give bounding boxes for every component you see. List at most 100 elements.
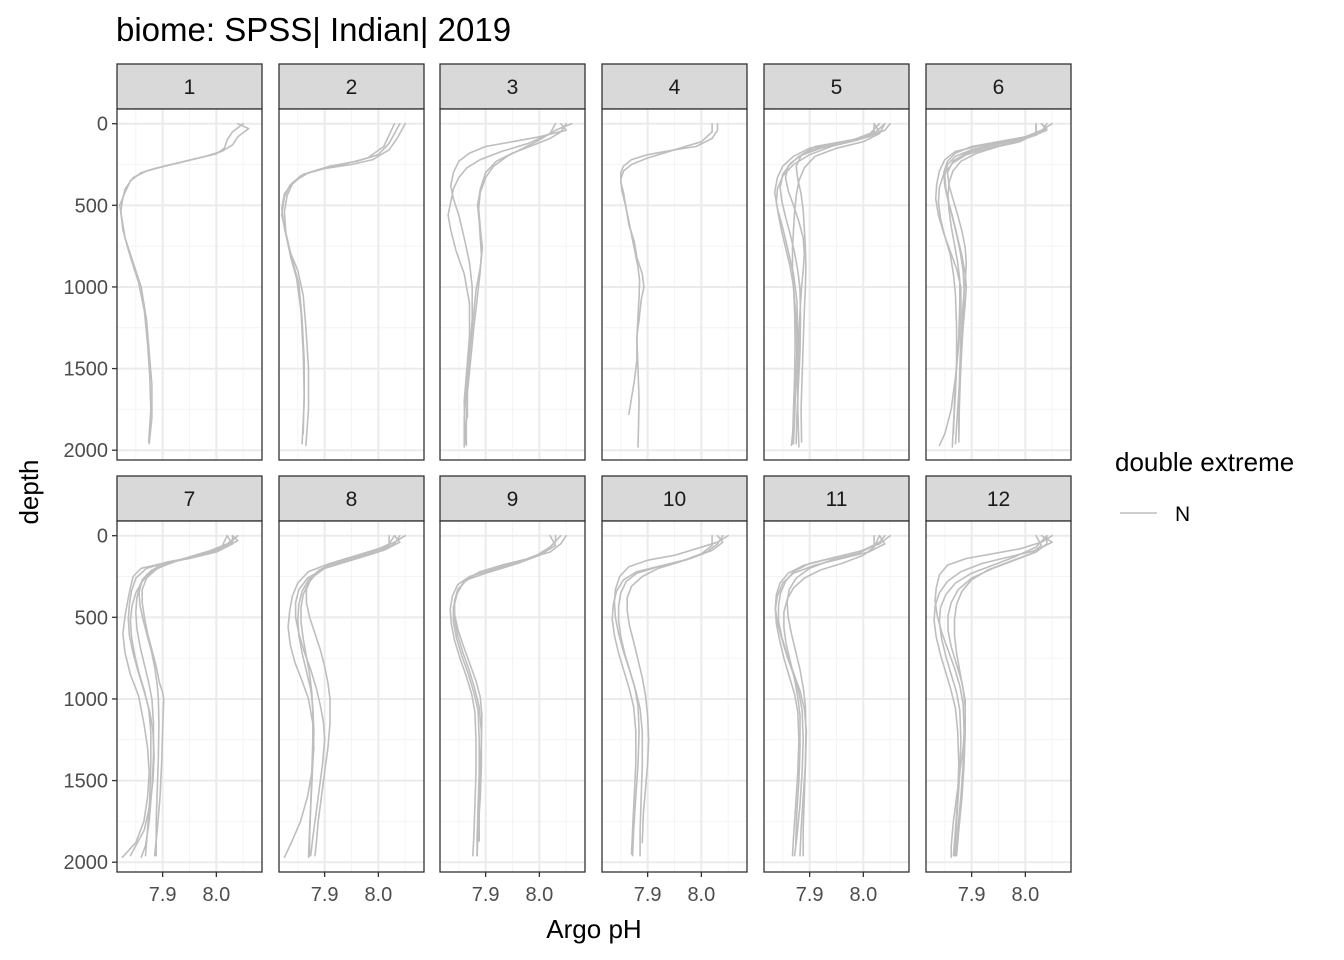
- profile-line: [453, 534, 567, 857]
- facet-panel-4: 4: [601, 63, 748, 461]
- y-tick-label: 500: [75, 607, 108, 629]
- facet-strip: [601, 475, 748, 522]
- profile-line: [300, 534, 396, 857]
- facet-strip-label: 12: [987, 488, 1010, 511]
- facet-strip: [439, 63, 586, 110]
- facet-panel-12: 12: [925, 475, 1072, 873]
- x-tick-label: 8.0: [687, 884, 715, 906]
- facet-strip: [763, 63, 910, 110]
- x-tick-label: 8.0: [364, 884, 392, 906]
- profile-line: [937, 122, 1048, 448]
- y-tick-label: 0: [97, 114, 108, 136]
- facet-strip: [601, 63, 748, 110]
- profile-line: [775, 122, 886, 445]
- facet-panels: 1 2 3 4 5 67 8 9 10 11 12: [116, 63, 1072, 873]
- y-tick-label: 2000: [64, 440, 109, 462]
- profile-line: [129, 534, 239, 857]
- x-tick-label: 7.9: [634, 884, 662, 906]
- facet-panel-1: 1: [116, 63, 263, 461]
- panel-border: [601, 520, 748, 873]
- panel-border: [439, 520, 586, 873]
- profile-line: [791, 122, 886, 445]
- profile-line: [294, 534, 401, 857]
- facet-panel-8: 8: [278, 475, 425, 873]
- profile-line: [135, 534, 239, 859]
- x-tick-label: 8.0: [1011, 884, 1039, 906]
- y-tick-label: 500: [75, 195, 108, 217]
- legend: double extreme N: [1115, 447, 1294, 526]
- x-tick-label: 7.9: [149, 884, 177, 906]
- profile-line: [626, 534, 713, 844]
- y-tick-label: 0: [97, 526, 108, 548]
- profile-line: [774, 534, 886, 857]
- profile-line: [784, 122, 881, 448]
- y-tick-label: 2000: [64, 852, 109, 874]
- facet-strip-label: 1: [184, 76, 196, 99]
- profile-line: [946, 122, 1037, 435]
- profile-line: [953, 534, 1043, 857]
- panel-border: [925, 108, 1072, 461]
- panel-border: [116, 108, 263, 461]
- facet-panel-6: 6: [925, 63, 1072, 461]
- profile-line: [942, 122, 1053, 443]
- legend-label: N: [1175, 503, 1190, 526]
- facet-strip-label: 6: [993, 76, 1005, 99]
- profile-line: [933, 534, 1053, 857]
- profile-line: [783, 534, 881, 847]
- y-axis-title: depth: [14, 459, 44, 524]
- facet-strip: [925, 475, 1072, 522]
- y-axes: 0 500 1000 1500 2000 0 500 1000 1500 2000: [64, 114, 117, 874]
- chart-title: biome: SPSS| Indian| 2019: [116, 11, 511, 48]
- x-tick-label: 7.9: [796, 884, 824, 906]
- facet-strip-label: 3: [507, 76, 519, 99]
- profile-line: [786, 534, 875, 857]
- facet-strip: [925, 63, 1072, 110]
- x-tick-label: 7.9: [472, 884, 500, 906]
- y-tick-label: 1000: [64, 689, 109, 711]
- panel-border: [925, 520, 1072, 873]
- facet-strip: [116, 63, 263, 110]
- facet-panel-7: 7: [116, 475, 263, 873]
- facet-strip-label: 10: [663, 488, 686, 511]
- profile-line: [779, 122, 875, 445]
- panel-border: [601, 108, 748, 461]
- x-axis-title: Argo pH: [546, 914, 641, 944]
- panel-border: [439, 108, 586, 461]
- facet-strip-label: 7: [184, 488, 196, 511]
- facet-strip: [278, 475, 425, 522]
- x-tick-label: 8.0: [202, 884, 230, 906]
- panel-border: [278, 520, 425, 873]
- profile-line: [120, 122, 244, 443]
- facet-strip-label: 4: [669, 76, 681, 99]
- facet-strip-label: 11: [826, 488, 848, 511]
- facet-panel-9: 9: [439, 475, 586, 873]
- facet-strip-label: 2: [346, 76, 358, 99]
- y-tick-label: 1500: [64, 359, 109, 381]
- panel-border: [116, 520, 263, 873]
- legend-title: double extreme: [1115, 447, 1294, 477]
- profile-line: [620, 122, 713, 448]
- profile-line: [453, 534, 562, 842]
- y-tick-label: 1500: [64, 771, 109, 793]
- facet-panel-5: 5: [763, 63, 910, 461]
- facet-panel-3: 3: [439, 63, 586, 461]
- profile-line: [774, 534, 891, 857]
- profile-line: [466, 122, 573, 419]
- x-tick-label: 8.0: [849, 884, 877, 906]
- profile-line: [613, 534, 729, 857]
- facet-strip-label: 8: [346, 488, 358, 511]
- facet-strip: [439, 475, 586, 522]
- profile-line: [938, 534, 1048, 857]
- x-axes: 7.9 8.0 7.9 8.0 7.9 8.0 7.9 8.0 7.9 8.0 7.9 8.0: [149, 872, 1039, 906]
- panel-border: [763, 520, 910, 873]
- facet-strip-label: 9: [507, 488, 519, 511]
- y-tick-label: 1000: [64, 277, 109, 299]
- x-tick-label: 7.9: [958, 884, 986, 906]
- facet-panel-11: 11: [763, 475, 910, 873]
- profile-line: [947, 122, 1037, 435]
- facet-panel-2: 2: [278, 63, 425, 461]
- x-tick-label: 8.0: [525, 884, 553, 906]
- facet-strip-label: 5: [831, 76, 843, 99]
- panel-border: [763, 108, 910, 461]
